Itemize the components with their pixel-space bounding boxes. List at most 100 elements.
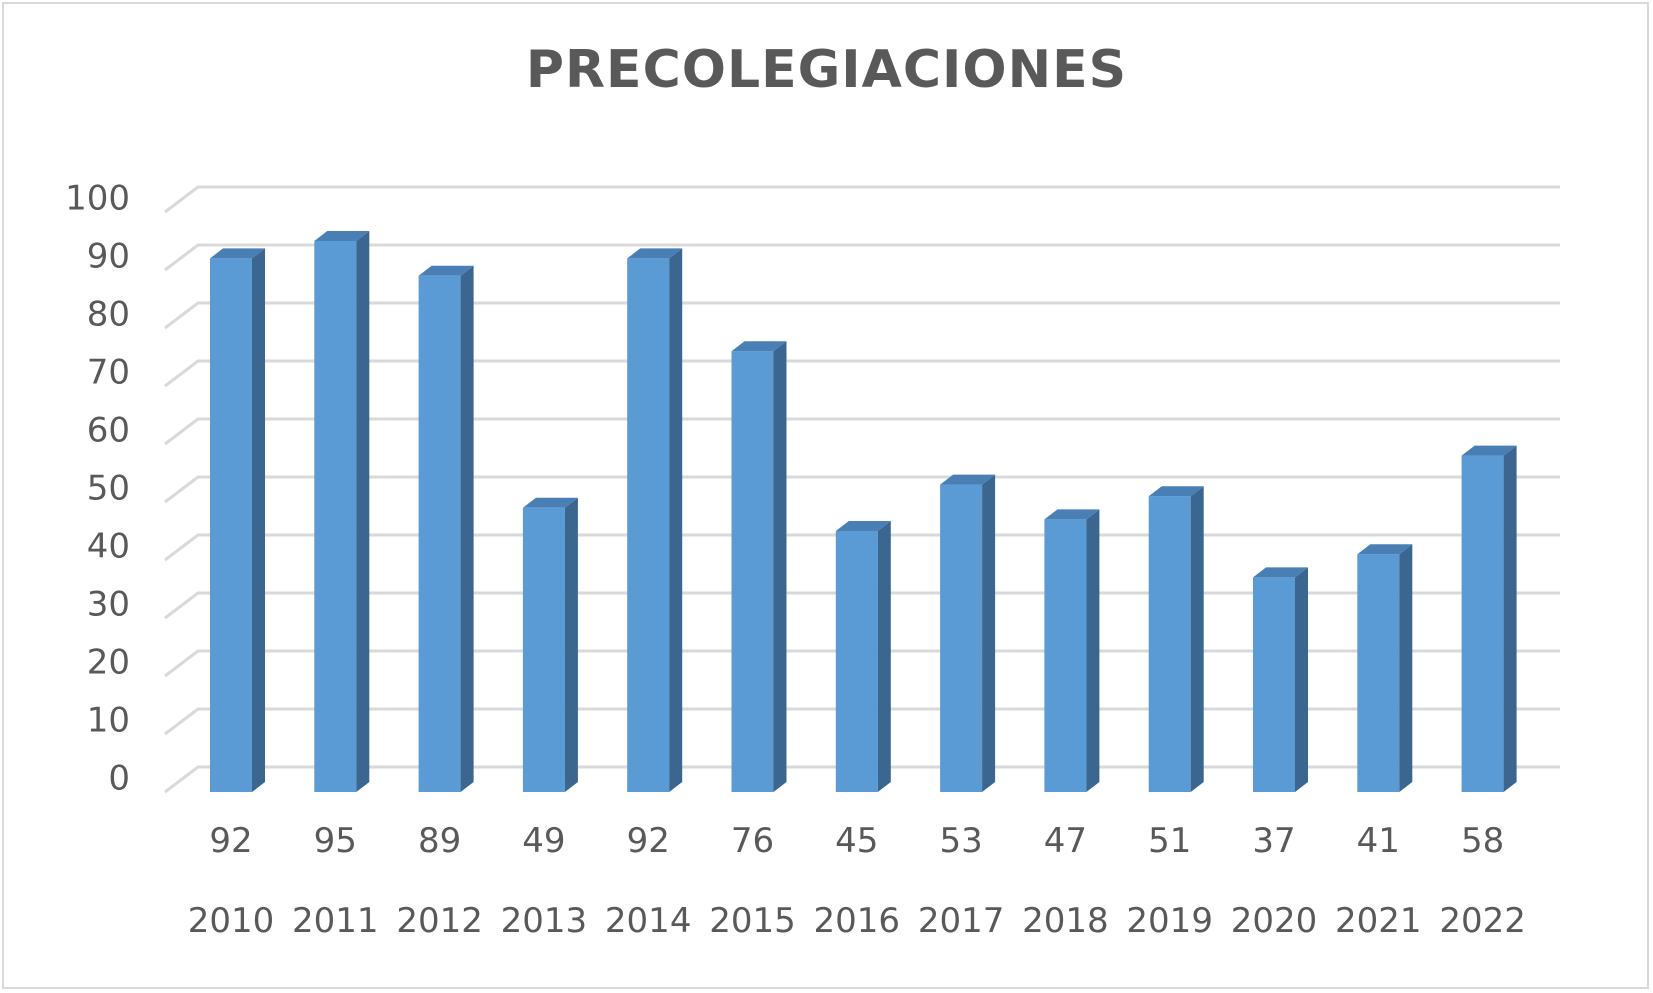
- bar-top: [627, 248, 683, 259]
- bar-front: [522, 507, 565, 792]
- category-label: 2012: [396, 901, 483, 941]
- y-tick-label: 20: [87, 643, 130, 683]
- bar-side: [982, 474, 996, 792]
- bar-front: [731, 351, 774, 792]
- y-tick-label: 40: [87, 527, 130, 567]
- category-label: 2020: [1231, 901, 1318, 941]
- bar-2015: [731, 341, 787, 792]
- bar-top: [1253, 567, 1308, 578]
- bar-top: [522, 497, 578, 508]
- chart-title: PRECOLEGIACIONES: [525, 40, 1128, 100]
- bar-2014: [627, 248, 683, 792]
- gridline: [164, 707, 1560, 736]
- category-label: 2018: [1022, 901, 1109, 941]
- y-tick-label: 80: [87, 295, 130, 335]
- data-label: 49: [522, 821, 565, 861]
- bar-side: [669, 248, 683, 792]
- data-label: 92: [627, 821, 670, 861]
- data-label: 41: [1357, 821, 1400, 861]
- y-tick-label: 60: [87, 411, 130, 451]
- bar-front: [940, 484, 983, 792]
- bar-top: [1148, 486, 1204, 497]
- bars: [210, 231, 1517, 792]
- gridline: [164, 301, 1560, 330]
- y-tick-label: 90: [87, 237, 130, 277]
- bar-front: [1148, 496, 1191, 792]
- bar-side: [564, 497, 578, 792]
- bar-2022: [1461, 445, 1517, 792]
- gridline: [164, 417, 1560, 446]
- bar-2017: [940, 474, 996, 792]
- bar-top: [1357, 544, 1413, 555]
- gridline: [164, 185, 1560, 214]
- bar-front: [1357, 554, 1400, 792]
- bar-top: [731, 341, 787, 352]
- category-label: 2011: [292, 901, 379, 941]
- bar-top: [314, 231, 370, 241]
- bar-front: [627, 258, 670, 792]
- bar-side: [1399, 544, 1413, 792]
- data-label: 58: [1461, 821, 1504, 861]
- bar-side: [773, 341, 787, 792]
- gridline: [164, 765, 1560, 794]
- bar-2019: [1148, 486, 1204, 792]
- bar-2018: [1044, 509, 1100, 792]
- category-label: 2014: [605, 901, 692, 941]
- data-label: 95: [314, 821, 357, 861]
- bar-top: [418, 265, 474, 276]
- category-label: 2017: [918, 901, 1005, 941]
- bar-2020: [1253, 567, 1308, 792]
- bar-2012: [418, 265, 474, 792]
- x-axis-categories: 2010 2011 2012 2013 2014 2015 2016 2017 2018 2019…: [188, 901, 1526, 941]
- bar-2013: [522, 497, 578, 792]
- bar-2011: [314, 231, 370, 792]
- data-label: 92: [209, 821, 252, 861]
- bar-top: [835, 521, 891, 531]
- category-label: 2013: [501, 901, 588, 941]
- bar-front: [1461, 455, 1504, 792]
- bar-top: [1044, 509, 1100, 520]
- gridline: [164, 533, 1560, 562]
- y-tick-label: 10: [87, 701, 130, 741]
- bar-front: [314, 241, 357, 792]
- bar-side: [460, 265, 474, 792]
- bar-side: [252, 248, 265, 792]
- category-label: 2010: [188, 901, 275, 941]
- bar-side: [877, 521, 891, 792]
- data-label: 37: [1252, 821, 1295, 861]
- category-label: 2022: [1439, 901, 1526, 941]
- bar-front: [210, 258, 252, 792]
- bar-side: [1190, 486, 1204, 792]
- bar-front: [418, 275, 461, 792]
- y-tick-label: 0: [108, 759, 130, 799]
- bar-2016: [835, 521, 891, 792]
- gridline: [164, 475, 1560, 504]
- bar-top: [210, 248, 265, 259]
- data-label: 76: [731, 821, 774, 861]
- bar-front: [1253, 577, 1295, 792]
- data-label: 45: [835, 821, 878, 861]
- bar-2021: [1357, 544, 1413, 792]
- bar-top: [1461, 445, 1517, 456]
- data-labels: 92 95 89 49 92 76 45 53 47 51 37 41 58: [209, 821, 1504, 861]
- bar-side: [1295, 567, 1308, 792]
- bar-side: [356, 231, 370, 792]
- bar-top: [940, 474, 996, 485]
- y-tick-label: 30: [87, 585, 130, 625]
- gridline: [164, 591, 1560, 620]
- y-tick-label: 100: [65, 179, 130, 219]
- bar-side: [1086, 509, 1100, 792]
- y-tick-label: 50: [87, 469, 130, 509]
- category-label: 2015: [709, 901, 796, 941]
- bar-front: [1044, 519, 1087, 792]
- category-label: 2021: [1335, 901, 1422, 941]
- category-label: 2016: [814, 901, 901, 941]
- gridline: [164, 649, 1560, 678]
- data-label: 53: [939, 821, 982, 861]
- data-label: 51: [1148, 821, 1191, 861]
- y-tick-label: 70: [87, 353, 130, 393]
- gridline: [164, 243, 1560, 272]
- bar-side: [1503, 445, 1517, 792]
